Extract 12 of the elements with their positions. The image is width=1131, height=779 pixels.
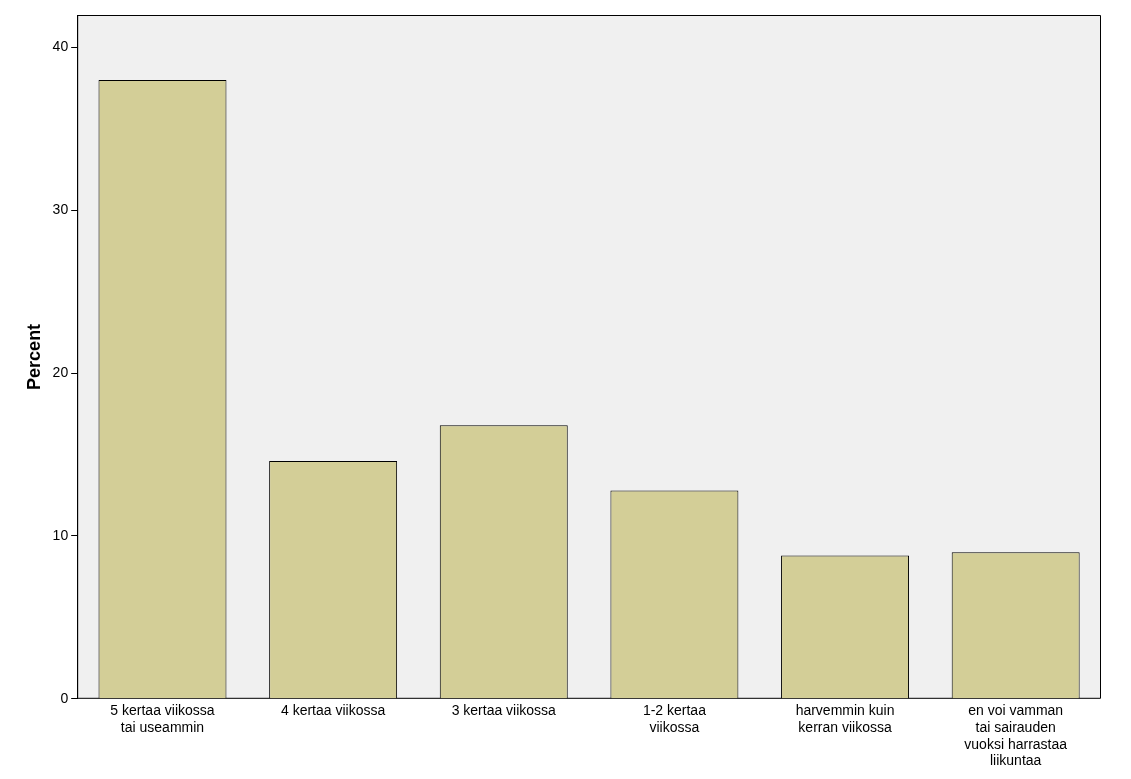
x-tick-label: 5 kertaa viikossa tai useammin	[110, 702, 215, 735]
x-tick-label: 4 kertaa viikossa	[280, 702, 386, 719]
y-tick-label: 20	[52, 364, 69, 381]
x-tick-label: en voi vamman tai sairauden vuoksi harrastaa liikuntaa	[964, 702, 1068, 769]
y-tick-label: 10	[52, 526, 69, 543]
y-tick-label: 40	[52, 38, 69, 55]
y-tick-label: 30	[52, 201, 69, 218]
y-tick-label: 0	[60, 689, 69, 706]
y-axis-title: Percent	[23, 323, 44, 390]
x-tick-label: 3 kertaa viikossa	[451, 702, 557, 719]
x-tick-label: 1-2 kertaa viikossa	[642, 702, 707, 735]
x-tick-label: harvemmin kuin kerran viikossa	[795, 702, 895, 735]
